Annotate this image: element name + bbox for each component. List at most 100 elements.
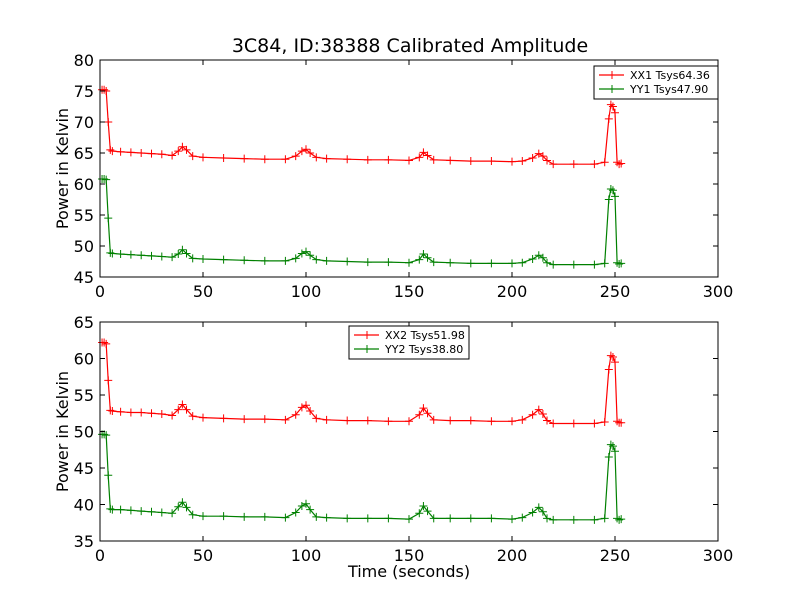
- data-point: [466, 157, 475, 166]
- data-point: [102, 175, 111, 184]
- y-tick-label: 40: [74, 496, 94, 515]
- data-point: [423, 151, 432, 160]
- data-point: [423, 409, 432, 418]
- series-line: [102, 178, 622, 266]
- data-point: [108, 407, 117, 416]
- data-point: [604, 195, 613, 204]
- data-point: [157, 508, 166, 517]
- data-point: [604, 114, 613, 123]
- data-point: [608, 442, 617, 451]
- data-point: [104, 214, 113, 223]
- data-point: [297, 249, 306, 258]
- data-point: [617, 159, 626, 168]
- data-point: [615, 259, 624, 268]
- data-point: [608, 102, 617, 111]
- data-point: [569, 160, 578, 169]
- y-tick-label: 35: [74, 532, 94, 551]
- data-point: [219, 414, 228, 423]
- data-point: [534, 251, 543, 260]
- data-point: [538, 507, 547, 516]
- data-point: [508, 259, 516, 268]
- data-point: [322, 513, 331, 522]
- data-point: [608, 186, 617, 195]
- x-tick-label: 250: [600, 546, 631, 565]
- data-point: [415, 255, 424, 264]
- data-point: [174, 502, 183, 511]
- data-point: [613, 158, 622, 167]
- data-point: [240, 415, 249, 424]
- x-axis-label: Time (seconds): [347, 562, 470, 581]
- y-tick-label: 50: [74, 423, 94, 442]
- data-point: [538, 253, 547, 262]
- data-point: [604, 365, 613, 374]
- data-point: [415, 153, 424, 162]
- x-tick-label: 300: [703, 282, 734, 301]
- data-point: [590, 419, 599, 428]
- data-point: [182, 405, 191, 414]
- data-point: [590, 515, 599, 524]
- data-point: [137, 149, 146, 157]
- data-point: [188, 510, 197, 519]
- data-point: [617, 515, 626, 524]
- data-point: [199, 413, 207, 422]
- x-tick-label: 250: [600, 282, 631, 301]
- data-point: [219, 153, 228, 162]
- data-point: [429, 258, 438, 267]
- data-point: [549, 515, 558, 524]
- data-point: [260, 512, 269, 521]
- data-point: [126, 250, 135, 259]
- data-point: [405, 258, 413, 267]
- data-point: [608, 353, 617, 362]
- data-point: [182, 503, 191, 512]
- data-point: [178, 245, 187, 254]
- data-point: [528, 255, 537, 264]
- data-point: [487, 259, 496, 268]
- data-point: [590, 160, 599, 169]
- y-tick-label: 45: [74, 459, 94, 478]
- data-point: [178, 142, 187, 151]
- data-point: [528, 508, 537, 517]
- legend-frame: [593, 65, 719, 100]
- data-point: [168, 509, 177, 518]
- data-point: [312, 512, 321, 521]
- data-point: [137, 507, 146, 516]
- data-point: [606, 440, 615, 449]
- data-point: [363, 155, 372, 164]
- data-point: [108, 147, 117, 156]
- data-point: [518, 157, 527, 166]
- data-point: [291, 152, 300, 161]
- data-point: [343, 416, 352, 425]
- y-tick-label: 55: [74, 386, 94, 405]
- data-point: [178, 400, 187, 409]
- data-point: [613, 417, 622, 426]
- data-point: [611, 447, 619, 456]
- series-2: [98, 175, 626, 269]
- y-tick-label: 80: [74, 51, 94, 70]
- legend-marker: [363, 331, 371, 339]
- data-point: [446, 416, 455, 425]
- data-point: [116, 505, 125, 514]
- y-tick-label: 60: [74, 350, 94, 369]
- top-axes: 0 50 100 150 200 250 300 45 50 55 60 65 70 75 80 Power …: [53, 51, 733, 301]
- y-tick-label: 50: [74, 237, 94, 256]
- data-point: [446, 514, 455, 523]
- data-point: [157, 252, 166, 261]
- y-tick-label: 70: [74, 113, 94, 132]
- data-point: [147, 409, 156, 418]
- data-point: [126, 148, 135, 157]
- data-point: [446, 156, 455, 165]
- data-point: [363, 514, 372, 523]
- data-point: [147, 251, 156, 260]
- x-tick-label: 0: [95, 282, 105, 301]
- data-point: [429, 415, 438, 424]
- y-axis-label: Power in Kelvin: [53, 371, 72, 492]
- data-point: [528, 410, 537, 419]
- data-point: [219, 255, 228, 264]
- data-point: [466, 259, 475, 268]
- data-point: [188, 254, 197, 263]
- y-axis-label: Power in Kelvin: [53, 108, 72, 229]
- data-point: [100, 85, 109, 94]
- data-point: [543, 156, 552, 165]
- data-point: [611, 192, 619, 201]
- data-point: [174, 147, 183, 156]
